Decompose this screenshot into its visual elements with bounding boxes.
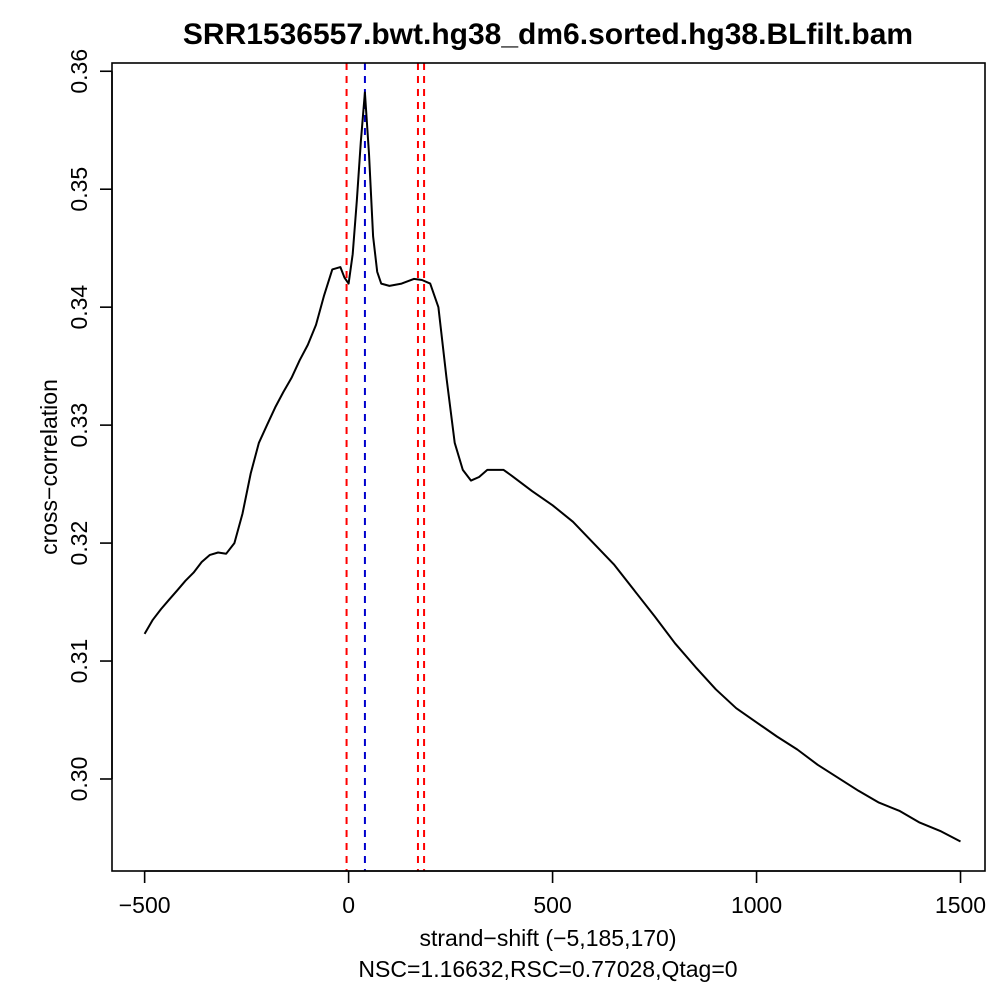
y-tick-label-5: 0.35 — [66, 167, 92, 212]
series-line-0 — [143, 91, 961, 843]
x-tick-label-4: 1500 — [935, 892, 986, 918]
y-tick-label-4: 0.34 — [66, 285, 92, 330]
y-tick-label-6: 0.36 — [66, 49, 92, 94]
chart-title: SRR1536557.bwt.hg38_dm6.sorted.hg38.BLfi… — [183, 18, 913, 51]
x-axis: −500 0 500 1000 1500 — [119, 870, 986, 918]
y-tick-label-2: 0.32 — [66, 521, 92, 566]
footer-stats: NSC=1.16632,RSC=0.77028,Qtag=0 — [358, 956, 737, 982]
y-axis: 0.30 0.31 0.32 0.33 0.34 0.35 0.36 — [66, 49, 113, 802]
y-axis-label: cross−correlation — [36, 379, 62, 555]
x-tick-label-3: 1000 — [731, 892, 782, 918]
y-tick-label-3: 0.33 — [66, 403, 92, 448]
x-tick-label-2: 500 — [533, 892, 571, 918]
y-tick-label-0: 0.30 — [66, 757, 92, 802]
vertical-marker-lines — [345, 63, 426, 871]
series-layer — [143, 91, 961, 843]
x-axis-label: strand−shift (−5,185,170) — [420, 925, 677, 951]
x-tick-label-1: 0 — [342, 892, 355, 918]
x-tick-label-0: −500 — [119, 892, 171, 918]
y-tick-label-1: 0.31 — [66, 639, 92, 684]
